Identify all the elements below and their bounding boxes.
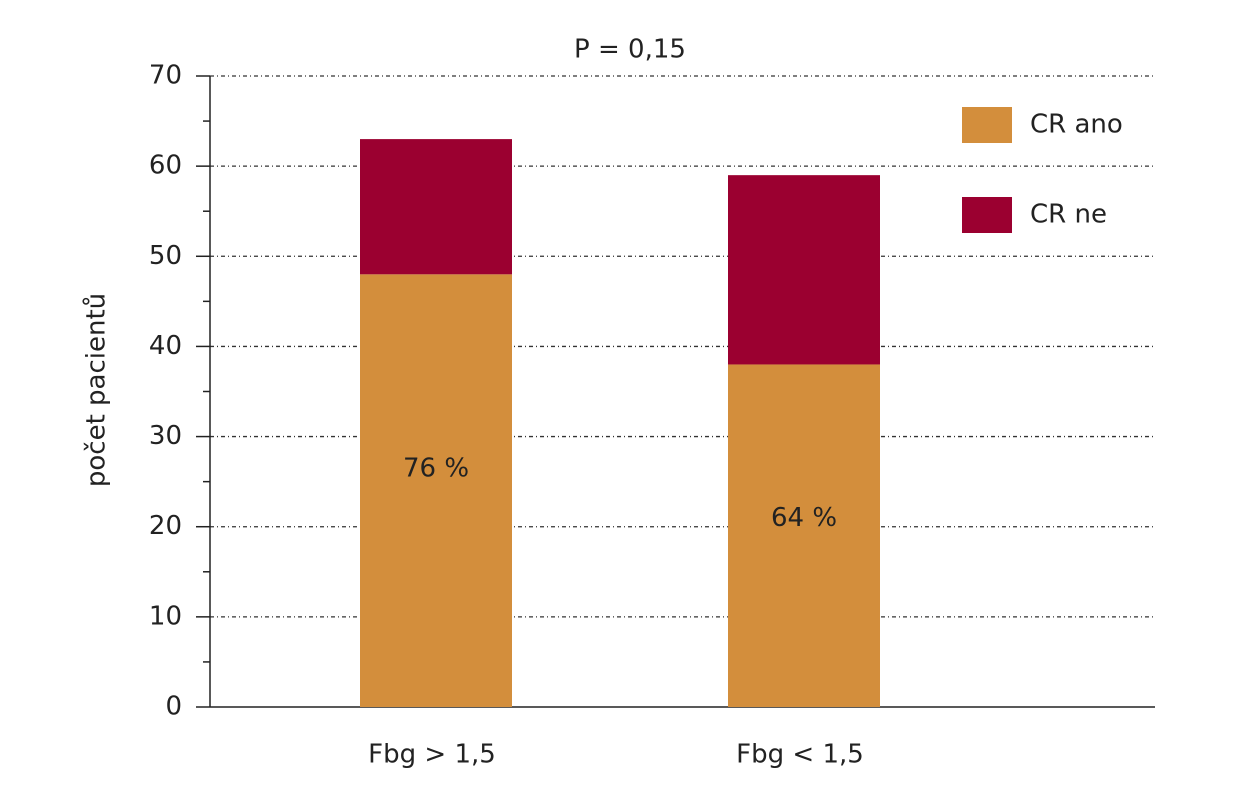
legend-swatch bbox=[962, 197, 1012, 233]
y-tick-label: 30 bbox=[149, 421, 182, 451]
legend-label: CR ano bbox=[1030, 110, 1123, 140]
y-tick-label: 10 bbox=[149, 601, 182, 631]
annotation: 76 % bbox=[403, 454, 469, 484]
x-tick-label: Fbg > 1,5 bbox=[368, 740, 496, 770]
bar-segment bbox=[728, 364, 880, 707]
bar-segment bbox=[728, 175, 880, 365]
legend-label: CR ne bbox=[1030, 200, 1107, 230]
y-tick-label: 40 bbox=[149, 331, 182, 361]
y-tick-label: 70 bbox=[149, 61, 182, 91]
bar-segment bbox=[360, 139, 512, 275]
legend-swatch bbox=[962, 107, 1012, 143]
x-tick-label: Fbg < 1,5 bbox=[736, 740, 864, 770]
chart-title: P = 0,15 bbox=[574, 35, 686, 65]
y-tick-label: 50 bbox=[149, 241, 182, 271]
y-axis-label: počet pacientů bbox=[82, 293, 112, 487]
y-tick-label: 20 bbox=[149, 511, 182, 541]
annotation: 64 % bbox=[771, 503, 837, 533]
bar-segment bbox=[360, 274, 512, 707]
y-tick-label: 60 bbox=[149, 151, 182, 181]
y-tick-label: 0 bbox=[165, 692, 182, 722]
